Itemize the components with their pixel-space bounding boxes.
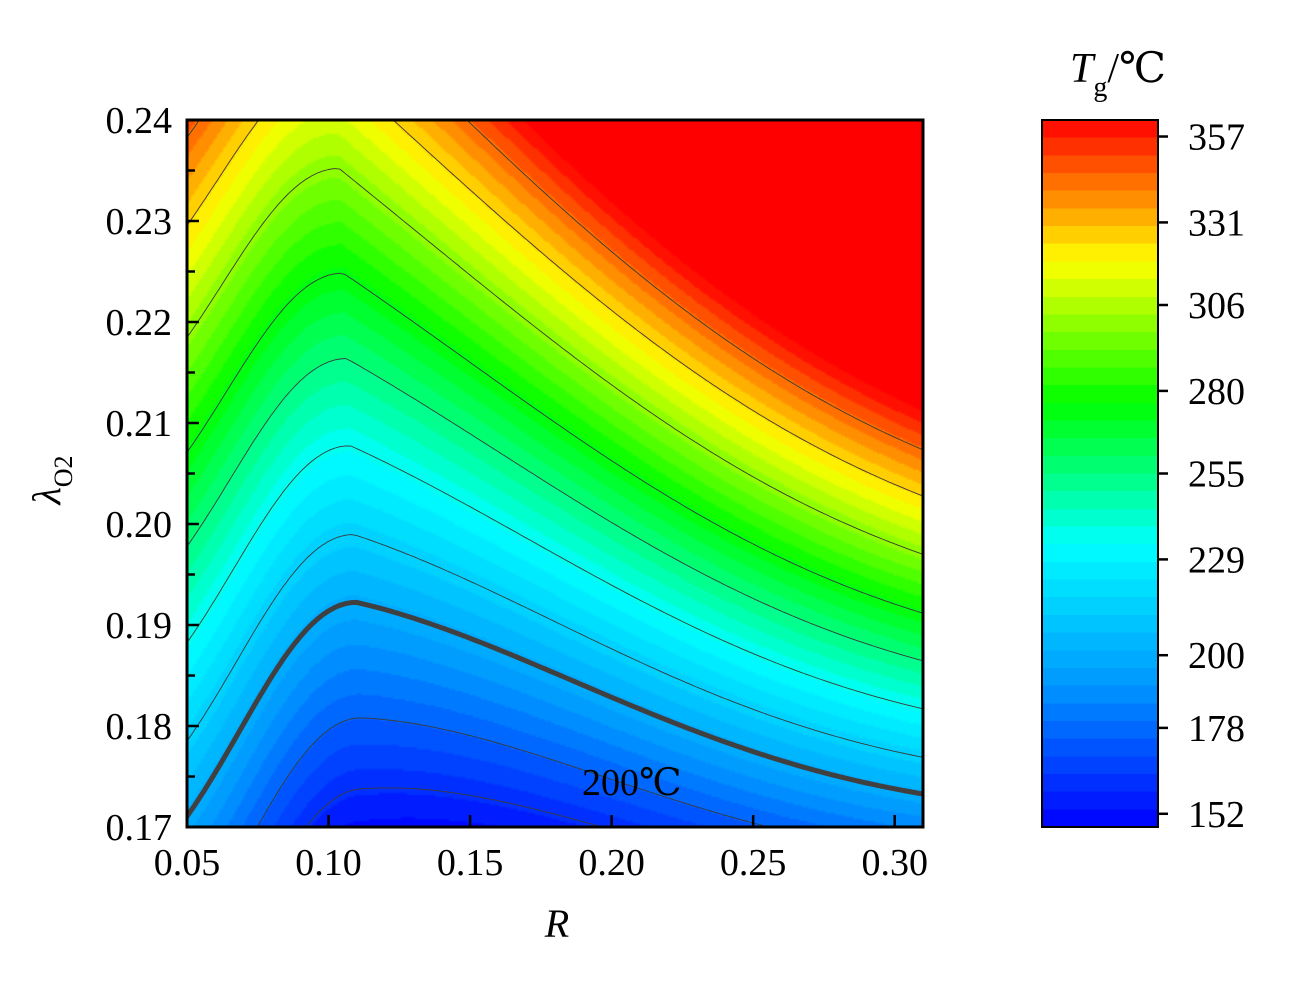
y-tick-label: 0.24 <box>106 100 173 142</box>
colorbar-tick-label: 331 <box>1188 202 1245 244</box>
contour-label-200: 200℃ <box>582 762 682 804</box>
contour-line <box>187 358 923 662</box>
x-tick-label: 0.25 <box>720 842 787 884</box>
contour-lines <box>187 120 923 827</box>
y-axis: 0.17 0.18 0.19 0.20 0.21 0.22 0.23 0.24 <box>106 100 199 849</box>
colorbar-tick-label: 306 <box>1188 285 1245 327</box>
colorbar-tick-label: 280 <box>1188 371 1245 413</box>
colorbar-tick-label: 200 <box>1188 635 1245 677</box>
colorbar-tick-label: 255 <box>1188 454 1245 496</box>
x-tick-label: 0.05 <box>154 842 221 884</box>
y-tick-label: 0.20 <box>106 504 173 546</box>
y-tick-label: 0.18 <box>106 706 173 748</box>
contour-line <box>256 717 769 827</box>
y-tick-label: 0.17 <box>106 807 173 849</box>
y-axis-title-symbol: λ <box>24 487 69 505</box>
temperature-field <box>187 120 923 827</box>
colorbar: 152 178 200 229 255 280 306 331 357 Tg/℃ <box>1041 46 1245 836</box>
y-tick-label: 0.22 <box>106 302 173 344</box>
contour-line <box>187 120 923 497</box>
contour-line <box>187 534 923 758</box>
colorbar-title: Tg/℃ <box>1070 46 1166 103</box>
y-axis-title: λO2 <box>24 455 78 505</box>
colorbar-tick-label: 229 <box>1188 539 1245 581</box>
contour-plot-area: 200℃ <box>185 118 925 829</box>
contour-line <box>187 120 923 451</box>
x-axis: 0.05 0.10 0.15 0.20 0.25 0.30 <box>154 815 928 884</box>
svg-text:λO2: λO2 <box>24 455 78 505</box>
y-tick-label: 0.19 <box>106 605 173 647</box>
x-tick-label: 0.20 <box>578 842 645 884</box>
y-tick-label: 0.23 <box>106 201 173 243</box>
x-tick-label: 0.10 <box>295 842 362 884</box>
x-axis-title: R <box>544 901 569 946</box>
contour-line <box>187 168 923 555</box>
y-axis-title-subscript: O2 <box>49 455 78 487</box>
x-tick-label: 0.30 <box>861 842 928 884</box>
x-tick-label: 0.15 <box>437 842 504 884</box>
y-tick-label: 0.21 <box>106 403 173 445</box>
colorbar-gradient <box>1042 120 1158 827</box>
contour-line <box>187 272 923 614</box>
colorbar-tick-label: 357 <box>1188 117 1245 159</box>
colorbar-tick-label: 152 <box>1188 794 1245 836</box>
colorbar-ticks: 152 178 200 229 255 280 306 331 357 <box>1158 117 1245 836</box>
contour-line <box>305 787 603 827</box>
colorbar-tick-label: 178 <box>1188 708 1245 750</box>
